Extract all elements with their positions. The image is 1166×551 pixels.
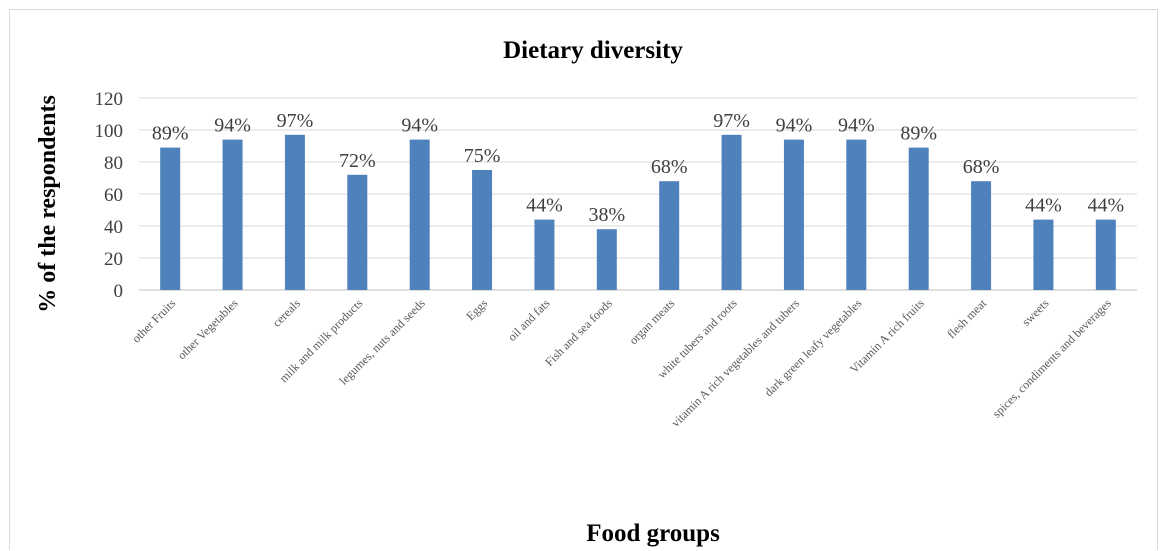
chart-title: Dietary diversity [503,37,683,64]
bar [1033,219,1054,290]
bar-chart: Dietary diversity % of the respondents F… [35,37,1137,547]
data-label: 89% [900,123,937,145]
data-label: 97% [277,110,314,132]
bar [534,219,555,290]
y-axis-title: % of the respondents [35,95,61,313]
bar [347,174,368,290]
gridlines [139,97,1137,291]
x-tick-label: other Fruits [129,296,178,345]
data-label: 94% [838,115,875,137]
bar [160,147,181,290]
bar [222,139,243,290]
data-label: 38% [588,204,625,226]
data-label: 94% [401,115,438,137]
x-axis-title: Food groups [586,520,720,547]
x-tick-label: Eggs [463,296,490,323]
bars [160,134,1116,290]
bar [721,134,742,290]
bar [908,147,929,290]
data-label: 89% [152,123,189,145]
bar [846,139,867,290]
data-label: 75% [464,145,501,167]
y-tick-label: 0 [114,281,124,302]
data-label: 44% [1087,195,1124,217]
y-tick-label: 80 [104,153,123,174]
data-label: 68% [963,156,1000,178]
x-tick-label: spices, condiments and beverages [990,296,1115,421]
x-tick-label: other Vegetables [175,296,241,362]
data-label: 68% [651,156,688,178]
y-axis-ticks: 0 20 40 60 80 100 120 [95,89,124,302]
x-tick-label: vitamin A rich vegetables and tubers [668,296,802,430]
x-tick-label: flesh meat [944,296,989,341]
y-tick-label: 120 [95,89,124,110]
data-label: 72% [339,150,376,172]
x-tick-label: sweets [1019,296,1052,329]
bar [409,139,430,290]
data-label: 94% [776,115,813,137]
bar [783,139,804,290]
chart-frame: Dietary diversity % of the respondents F… [9,9,1158,550]
bar [284,134,305,290]
bar [971,181,992,290]
x-tick-label: oil and fats [505,296,553,344]
y-tick-label: 60 [104,185,123,206]
data-labels: 89% 94% 97% 72% 94% 75% 44% 38% 68% 97% 94% 94% 89% 6… [152,110,1124,226]
bar [659,181,680,290]
y-tick-label: 100 [95,121,124,142]
x-tick-label: organ meats [626,296,677,347]
bar [472,170,493,290]
bar [596,229,617,290]
x-tick-label: Fish and sea foods [542,296,615,369]
data-label: 97% [713,110,750,132]
data-label: 94% [214,115,251,137]
bar [1095,219,1116,290]
x-tick-label: cereals [270,296,304,330]
y-tick-label: 20 [104,249,123,270]
data-label: 44% [1025,195,1062,217]
y-tick-label: 40 [104,217,123,238]
data-label: 44% [526,195,563,217]
